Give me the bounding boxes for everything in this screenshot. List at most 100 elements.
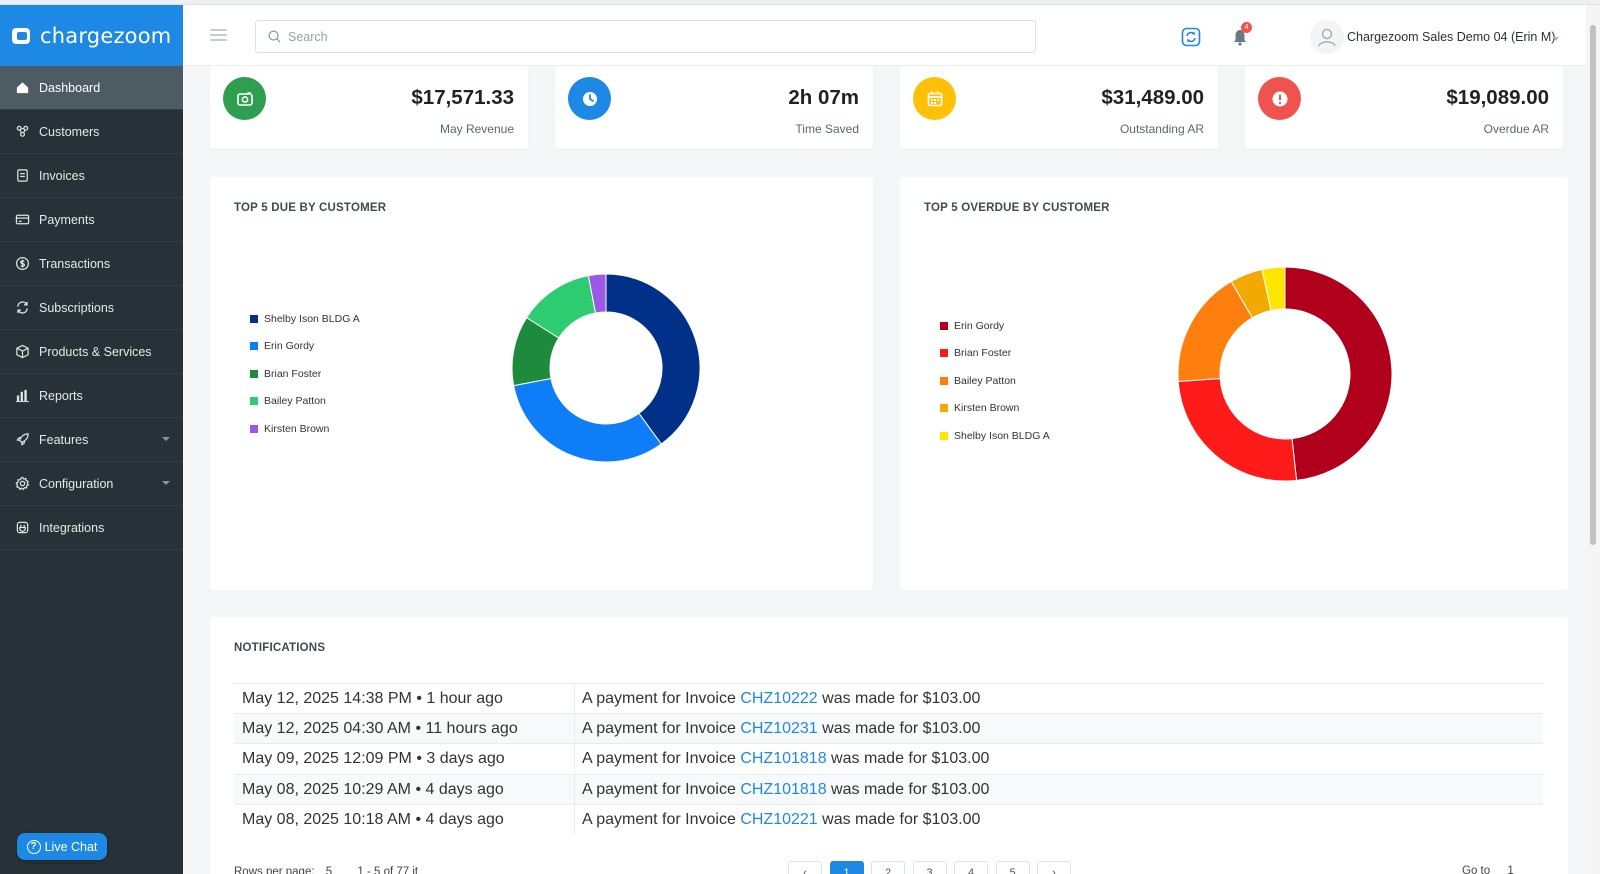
next-page-button[interactable]: › bbox=[1037, 861, 1071, 874]
scrollbar-thumb[interactable] bbox=[1590, 25, 1596, 545]
box-icon bbox=[15, 344, 30, 359]
goto-label: Go to bbox=[1462, 865, 1491, 874]
rows-per-page-select[interactable]: 5 bbox=[325, 866, 333, 874]
legend-item[interactable]: Erin Gordy bbox=[940, 312, 1050, 340]
stat-card-time-saved: 2h 07m Time Saved bbox=[555, 66, 873, 149]
sidebar-item-label: Payments bbox=[39, 212, 95, 227]
sidebar-item-features[interactable]: Features bbox=[0, 418, 183, 462]
message-text: A payment for Invoice bbox=[582, 690, 741, 707]
donut-chart bbox=[511, 273, 701, 463]
legend-item[interactable]: Bailey Patton bbox=[250, 388, 360, 416]
chevron-down-icon bbox=[162, 481, 170, 485]
legend-label: Kirsten Brown bbox=[954, 402, 1020, 415]
legend-item[interactable]: Shelby Ison BLDG A bbox=[940, 422, 1050, 450]
page-button[interactable]: 1 bbox=[829, 861, 864, 874]
sidebar-item-transactions[interactable]: Transactions bbox=[0, 242, 183, 286]
donut-slice[interactable] bbox=[605, 273, 701, 445]
sidebar-item-label: Dashboard bbox=[39, 80, 101, 95]
legend-swatch bbox=[250, 397, 258, 406]
camera-icon bbox=[223, 77, 266, 120]
stat-value: 2h 07m bbox=[788, 86, 859, 109]
notification-message: A payment for Invoice CHZ101818 was made… bbox=[575, 775, 989, 804]
sidebar-item-customers[interactable]: Customers bbox=[0, 110, 183, 154]
chevron-down-icon[interactable] bbox=[1553, 37, 1559, 41]
avatar[interactable] bbox=[1310, 20, 1344, 54]
legend-swatch bbox=[940, 404, 948, 413]
search-input[interactable] bbox=[288, 29, 988, 44]
message-text: A payment for Invoice bbox=[582, 780, 741, 798]
message-text: A payment for Invoice bbox=[582, 750, 741, 768]
page-button[interactable]: 5 bbox=[995, 861, 1030, 874]
stat-label: Time Saved bbox=[795, 122, 859, 136]
sync-icon[interactable] bbox=[1180, 26, 1202, 48]
donut-slice[interactable] bbox=[1177, 377, 1298, 482]
sidebar: chargezoom Dashboard Customers Invoices Pay… bbox=[0, 5, 183, 874]
sidebar-item-reports[interactable]: Reports bbox=[0, 374, 183, 418]
sidebar-item-label: Customers bbox=[39, 124, 100, 139]
page-button[interactable]: 2 bbox=[871, 861, 905, 874]
donut-slice[interactable] bbox=[1261, 266, 1286, 312]
sidebar-item-label: Invoices bbox=[39, 168, 85, 183]
plug-icon bbox=[15, 520, 30, 535]
invoice-link[interactable]: CHZ101818 bbox=[740, 750, 827, 768]
legend-item[interactable]: Kirsten Brown bbox=[940, 395, 1050, 423]
prev-page-button[interactable]: ‹ bbox=[788, 861, 822, 874]
hamburger-menu-icon[interactable] bbox=[210, 29, 227, 41]
rows-per-page: Rows per page: 5 1 - 5 of 77 it bbox=[234, 866, 418, 874]
donut-slice[interactable] bbox=[513, 377, 662, 463]
logo-text: chargezoom bbox=[40, 23, 172, 48]
legend-swatch bbox=[940, 431, 948, 440]
top-header: 4 Chargezoom Sales Demo 04 (Erin M) bbox=[183, 5, 1600, 66]
legend-item[interactable]: Brian Foster bbox=[940, 340, 1050, 368]
stat-card-outstanding-ar: $31,489.00 Outstanding AR bbox=[900, 66, 1218, 149]
message-text: was made for $103.00 bbox=[826, 750, 990, 768]
invoice-link[interactable]: CHZ10222 bbox=[740, 690, 818, 707]
sidebar-item-subscriptions[interactable]: Subscriptions bbox=[0, 286, 183, 330]
donut-slice[interactable] bbox=[1284, 266, 1393, 481]
sidebar-item-payments[interactable]: Payments bbox=[0, 198, 183, 242]
user-name[interactable]: Chargezoom Sales Demo 04 (Erin M) bbox=[1347, 30, 1556, 44]
message-text: was made for $103.00 bbox=[817, 720, 981, 738]
sidebar-item-dashboard[interactable]: Dashboard bbox=[0, 66, 183, 110]
sidebar-item-invoices[interactable]: Invoices bbox=[0, 154, 183, 198]
legend-item[interactable]: Kirsten Brown bbox=[250, 415, 360, 443]
legend-label: Brian Foster bbox=[264, 367, 322, 380]
table-row: May 12, 2025 04:30 AM • 11 hours ago A pa… bbox=[234, 713, 1543, 744]
legend-item[interactable]: Bailey Patton bbox=[940, 367, 1050, 395]
page-button[interactable]: 4 bbox=[954, 861, 988, 874]
legend-swatch bbox=[250, 314, 258, 323]
legend-label: Bailey Patton bbox=[954, 374, 1016, 387]
logo[interactable]: chargezoom bbox=[0, 5, 183, 66]
sidebar-item-label: Transactions bbox=[39, 256, 111, 271]
legend-swatch bbox=[940, 321, 948, 330]
live-chat-button[interactable]: ? Live Chat bbox=[17, 833, 107, 860]
goto-page: Go to 1 bbox=[1462, 865, 1514, 874]
sidebar-item-integrations[interactable]: Integrations bbox=[0, 506, 183, 550]
chart-legend: Shelby Ison BLDG A Erin Gordy Brian Foster… bbox=[250, 305, 360, 443]
legend-swatch bbox=[250, 424, 258, 433]
invoice-link[interactable]: CHZ101818 bbox=[740, 780, 827, 798]
range-text: 1 - 5 of 77 it bbox=[357, 866, 419, 874]
sidebar-item-products-services[interactable]: Products & Services bbox=[0, 330, 183, 374]
card-icon bbox=[15, 212, 30, 227]
rows-per-page-label: Rows per page: bbox=[234, 866, 315, 874]
stat-label: May Revenue bbox=[439, 122, 514, 136]
page-button[interactable]: 3 bbox=[912, 861, 947, 874]
invoice-link[interactable]: CHZ10231 bbox=[740, 720, 818, 738]
sidebar-item-configuration[interactable]: Configuration bbox=[0, 462, 183, 506]
search-box[interactable] bbox=[255, 20, 1036, 53]
legend-item[interactable]: Shelby Ison BLDG A bbox=[250, 305, 360, 333]
goto-input[interactable]: 1 bbox=[1507, 865, 1514, 874]
page-scrollbar[interactable] bbox=[1586, 5, 1600, 874]
donut-slice[interactable] bbox=[587, 273, 607, 314]
table-row: May 08, 2025 10:29 AM • 4 days ago A paym… bbox=[234, 773, 1543, 804]
home-icon bbox=[15, 80, 30, 95]
sidebar-item-label: Subscriptions bbox=[39, 300, 115, 315]
notification-message: A payment for Invoice CHZ101818 was made… bbox=[575, 744, 989, 773]
top-border bbox=[0, 0, 1600, 5]
notification-bell-icon[interactable]: 4 bbox=[1229, 22, 1252, 48]
notification-badge: 4 bbox=[1241, 22, 1252, 33]
invoice-link[interactable]: CHZ10221 bbox=[740, 810, 818, 828]
legend-item[interactable]: Brian Foster bbox=[250, 360, 360, 388]
legend-item[interactable]: Erin Gordy bbox=[250, 333, 360, 361]
